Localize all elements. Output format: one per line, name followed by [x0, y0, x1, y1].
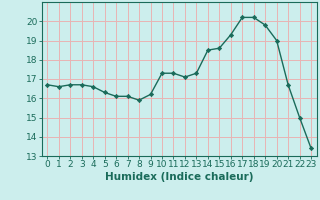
X-axis label: Humidex (Indice chaleur): Humidex (Indice chaleur): [105, 172, 253, 182]
